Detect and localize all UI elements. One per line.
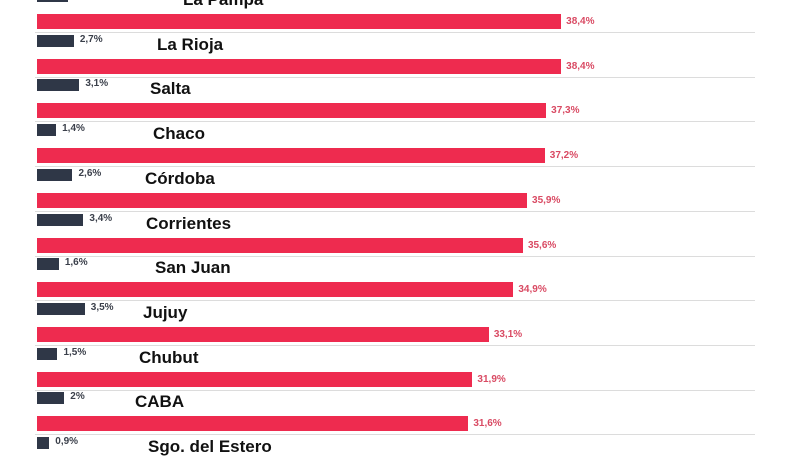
dark-bar: [37, 258, 59, 271]
gridline: [35, 166, 755, 168]
dark-bar-label: 1,6%: [64, 257, 88, 269]
red-bar-label: 37,3%: [551, 105, 580, 117]
gridline: [35, 434, 755, 436]
dark-bar: [37, 392, 65, 405]
dark-bar: [37, 437, 50, 449]
category-label: Chubut: [139, 347, 199, 367]
dark-bar: [37, 79, 80, 92]
dark-bar-label: 2,6%: [78, 167, 102, 179]
red-bar-label: 35,6%: [527, 239, 557, 251]
red-bar: [37, 416, 469, 432]
dark-bar-label: 2,7%: [79, 33, 103, 45]
red-bar: [37, 326, 489, 342]
dark-bar-label: 3,5%: [90, 301, 114, 313]
red-bar: [37, 14, 562, 29]
red-bar: [37, 148, 545, 164]
red-bar: [37, 103, 547, 119]
dark-bar: [37, 302, 85, 315]
red-bar-label: 37,2%: [549, 150, 579, 162]
category-label: Corrientes: [146, 213, 232, 233]
red-bar-label: 35,9%: [532, 194, 561, 206]
category-label: Jujuy: [143, 302, 188, 322]
gridline: [35, 255, 755, 257]
dark-bar: [37, 168, 73, 181]
gridline: [35, 389, 755, 391]
dark-bar-label: 1,5%: [63, 346, 87, 358]
category-label: San Juan: [155, 258, 231, 278]
category-label: CABA: [135, 392, 185, 412]
red-bar: [37, 192, 528, 208]
dark-bar: [37, 213, 84, 226]
dark-bar: [37, 0, 68, 2]
gridline: [35, 121, 755, 123]
red-bar-label: 31,9%: [477, 373, 506, 385]
red-bar-label: 33,1%: [493, 328, 523, 340]
dark-bar: [37, 347, 58, 360]
dark-bar-label: 3,1%: [85, 78, 109, 90]
category-label: Chaco: [153, 124, 205, 144]
category-label: Salta: [150, 79, 191, 99]
red-bar: [37, 237, 523, 253]
red-bar: [37, 58, 562, 74]
red-bar: [37, 282, 514, 298]
dark-bar-label: 2%: [70, 391, 85, 403]
red-bar: [37, 371, 473, 387]
dark-bar-label: 3,4%: [89, 212, 113, 224]
red-bar-label: 31,6%: [473, 418, 502, 430]
category-label: Córdoba: [145, 168, 215, 188]
gridline: [35, 344, 755, 346]
dark-bar-label: 1,4%: [62, 123, 85, 135]
dark-bar: [37, 124, 57, 137]
category-label: Sgo. del Estero: [148, 437, 272, 456]
category-label: La Pampa: [183, 0, 263, 10]
red-bar-label: 34,9%: [518, 284, 547, 296]
red-bar-label: 38,4%: [566, 60, 595, 72]
dark-bar: [37, 34, 74, 47]
gridline: [35, 32, 755, 33]
category-label: La Rioja: [157, 34, 224, 54]
dark-bar-label: 0,9%: [55, 436, 79, 447]
gridline: [35, 76, 755, 78]
red-bar-label: 38,4%: [566, 16, 595, 27]
gridline: [35, 300, 755, 302]
gridline: [35, 210, 755, 212]
